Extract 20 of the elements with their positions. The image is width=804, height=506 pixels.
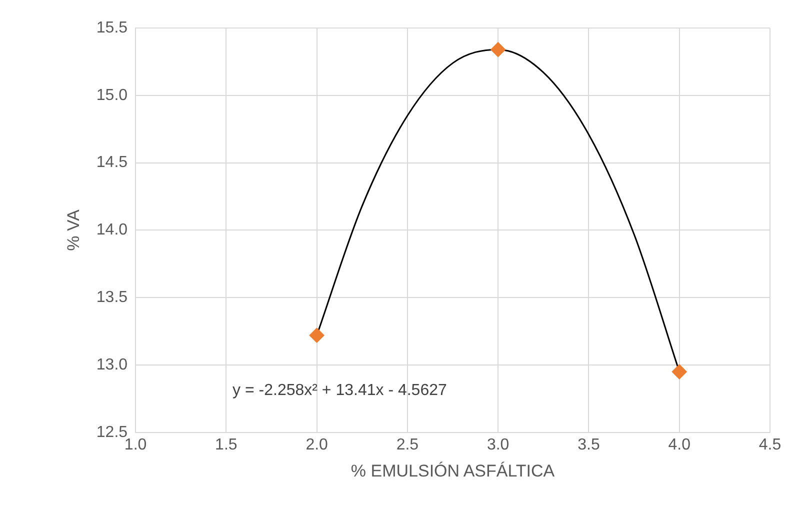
- x-tick-label: 2.5: [396, 436, 419, 454]
- y-tick-label: 15.5: [96, 19, 128, 36]
- point: [672, 364, 687, 380]
- x-tick-label: 1.5: [215, 436, 238, 454]
- annotation: y = -2.258x² + 13.41x - 4.5627: [232, 382, 447, 399]
- y-tick-label: 13.0: [96, 356, 128, 374]
- y-tick-label: 14.0: [96, 222, 128, 239]
- y-tick-label: 15.0: [96, 86, 128, 104]
- y-tick-label: 14.5: [96, 154, 128, 172]
- x-tick-label: 2.0: [306, 436, 328, 454]
- point: [490, 42, 506, 58]
- x-tick-label: 3.5: [578, 436, 600, 454]
- y-tick-label: 13.5: [96, 289, 128, 306]
- x-tick-label: 4.0: [668, 436, 691, 454]
- x-tick-label: 3.0: [486, 436, 510, 454]
- x-tick-label: 1.0: [124, 436, 147, 454]
- x-tick-label: 4.5: [758, 436, 782, 454]
- point: [309, 328, 324, 343]
- y-axis-title: % VA: [64, 208, 83, 251]
- x-axis-title: % EMULSIÓN ASFÁLTICA: [350, 461, 556, 480]
